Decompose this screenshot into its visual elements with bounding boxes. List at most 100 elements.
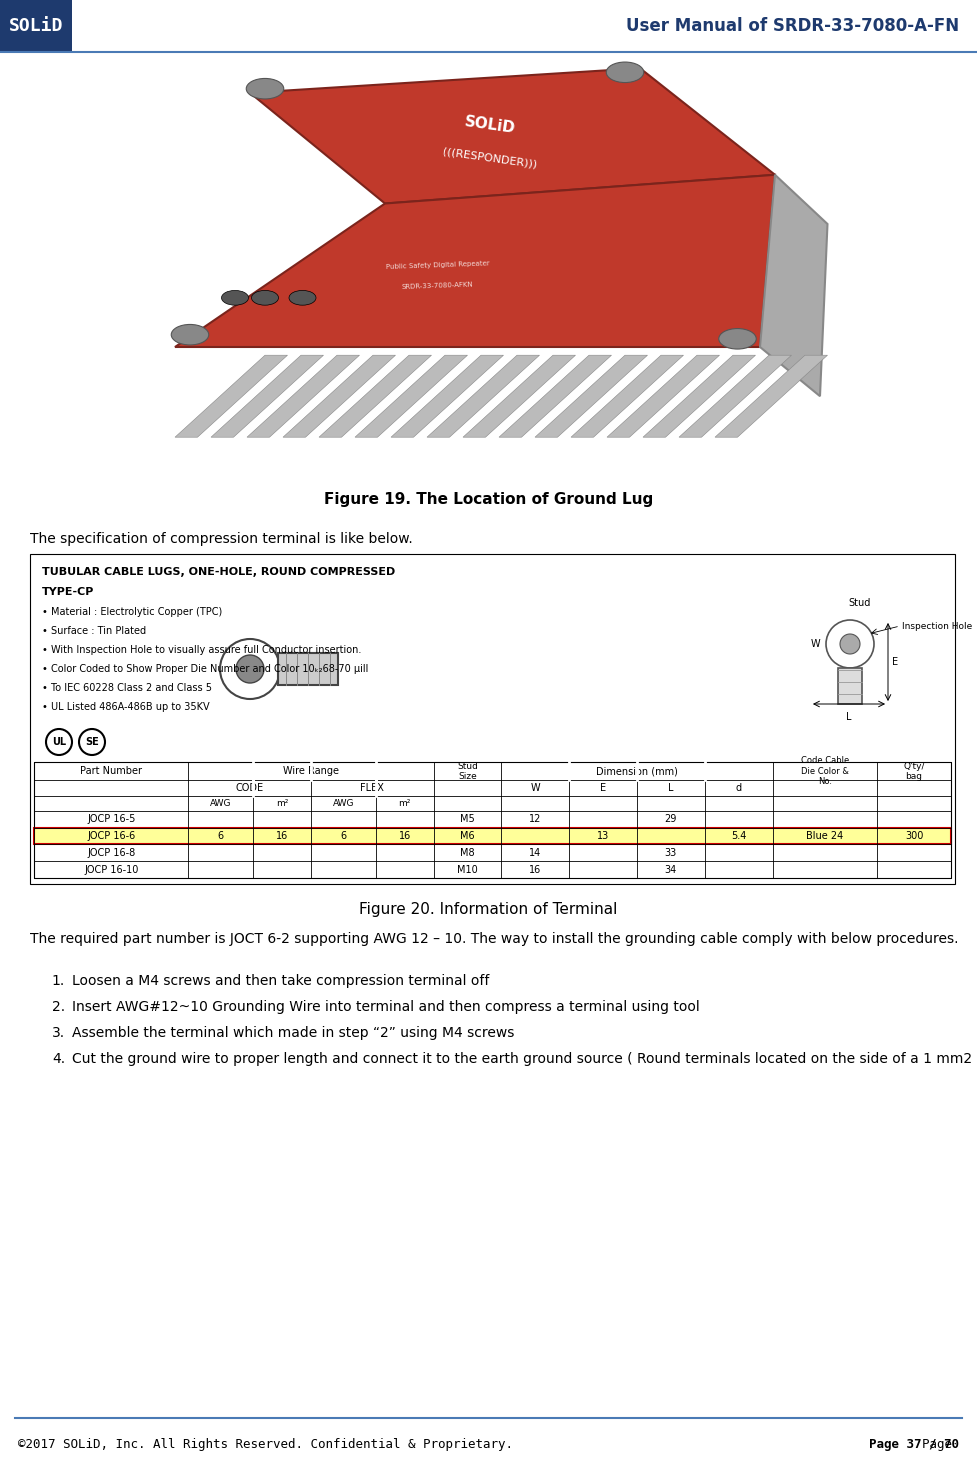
Polygon shape: [499, 356, 612, 437]
Polygon shape: [283, 356, 396, 437]
Text: TUBULAR CABLE LUGS, ONE-HOLE, ROUND COMPRESSED: TUBULAR CABLE LUGS, ONE-HOLE, ROUND COMP…: [42, 567, 396, 577]
Text: 6: 6: [218, 831, 224, 841]
Circle shape: [222, 290, 248, 305]
Polygon shape: [535, 356, 648, 437]
Text: 4.: 4.: [52, 1053, 65, 1066]
Polygon shape: [643, 356, 755, 437]
Text: L: L: [668, 783, 674, 793]
Text: Assemble the terminal which made in step “2” using M4 screws: Assemble the terminal which made in step…: [72, 1026, 514, 1040]
Circle shape: [171, 325, 209, 346]
Text: m²: m²: [399, 799, 411, 808]
Polygon shape: [250, 69, 775, 204]
Circle shape: [251, 290, 278, 305]
Polygon shape: [175, 175, 775, 347]
Text: 14: 14: [530, 847, 541, 857]
Text: 16: 16: [399, 831, 411, 841]
Text: AWG: AWG: [333, 799, 355, 808]
Polygon shape: [427, 356, 539, 437]
Text: FLEX: FLEX: [361, 783, 384, 793]
Text: CODE: CODE: [235, 783, 264, 793]
Text: 1.: 1.: [52, 974, 65, 989]
Text: The required part number is JOCT 6-2 supporting AWG 12 – 10. The way to install : The required part number is JOCT 6-2 sup…: [30, 932, 958, 946]
Text: • Material : Electrolytic Copper (TPC): • Material : Electrolytic Copper (TPC): [42, 607, 222, 617]
Circle shape: [246, 79, 283, 99]
Text: 300: 300: [905, 831, 923, 841]
Text: Part Number: Part Number: [80, 767, 143, 776]
Polygon shape: [679, 356, 791, 437]
Text: L: L: [846, 712, 852, 722]
Text: 13: 13: [597, 831, 610, 841]
Text: JOCP 16-5: JOCP 16-5: [87, 814, 136, 824]
Text: • UL Listed 486A-486B up to 35KV: • UL Listed 486A-486B up to 35KV: [42, 701, 210, 712]
Text: 2.: 2.: [52, 1000, 65, 1013]
Text: Loosen a M4 screws and then take compression terminal off: Loosen a M4 screws and then take compres…: [72, 974, 489, 989]
Circle shape: [236, 655, 264, 682]
Polygon shape: [607, 356, 719, 437]
Text: Dimension (mm): Dimension (mm): [596, 767, 678, 776]
Text: M6: M6: [460, 831, 475, 841]
Text: M8: M8: [460, 847, 475, 857]
Polygon shape: [391, 356, 503, 437]
FancyBboxPatch shape: [0, 0, 72, 52]
Text: ©2017 SOLiD, Inc. All Rights Reserved. Confidential & Proprietary.: ©2017 SOLiD, Inc. All Rights Reserved. C…: [18, 1438, 513, 1451]
Text: 3.: 3.: [52, 1026, 65, 1040]
Text: E: E: [892, 658, 898, 666]
Text: d: d: [736, 783, 742, 793]
Circle shape: [719, 328, 756, 348]
Text: TYPE-CP: TYPE-CP: [42, 588, 95, 596]
Text: W: W: [810, 639, 820, 649]
Polygon shape: [463, 356, 575, 437]
Text: 16: 16: [530, 865, 541, 875]
Text: 33: 33: [664, 847, 677, 857]
Circle shape: [840, 634, 860, 655]
Text: User Manual of SRDR-33-7080-A-FN: User Manual of SRDR-33-7080-A-FN: [626, 17, 959, 35]
Text: 16: 16: [276, 831, 288, 841]
Text: SOLiD: SOLiD: [9, 17, 64, 35]
Text: JOCP 16-6: JOCP 16-6: [87, 831, 136, 841]
Text: Wire Range: Wire Range: [283, 767, 339, 776]
Text: Code Cable
Die Color &
No.: Code Cable Die Color & No.: [801, 757, 849, 786]
Text: (((RESPONDER))): (((RESPONDER))): [443, 147, 538, 171]
Text: Q'ty/
bag: Q'ty/ bag: [904, 761, 925, 781]
Circle shape: [289, 290, 316, 305]
Text: E: E: [600, 783, 606, 793]
Text: 5.4: 5.4: [731, 831, 746, 841]
Text: • Surface : Tin Plated: • Surface : Tin Plated: [42, 625, 147, 636]
Bar: [30, 554, 955, 884]
Bar: [34, 763, 951, 878]
Text: AWG: AWG: [210, 799, 232, 808]
Text: • Color Coded to Show Proper Die Number and Color 10ₖ₂68-70 μill: • Color Coded to Show Proper Die Number …: [42, 663, 368, 674]
Text: JOCP 16-10: JOCP 16-10: [84, 865, 139, 875]
Text: SOLiD: SOLiD: [463, 115, 517, 137]
Text: 6: 6: [340, 831, 347, 841]
Bar: [278, 653, 338, 685]
Text: • To IEC 60228 Class 2 and Class 5: • To IEC 60228 Class 2 and Class 5: [42, 682, 212, 693]
Bar: [838, 668, 862, 704]
Text: Inspection Hole: Inspection Hole: [902, 621, 972, 630]
Text: Stud: Stud: [849, 598, 871, 608]
Polygon shape: [715, 356, 828, 437]
Text: M5: M5: [460, 814, 475, 824]
Polygon shape: [319, 356, 432, 437]
Polygon shape: [175, 356, 287, 437]
Polygon shape: [760, 175, 828, 397]
Text: The specification of compression terminal is like below.: The specification of compression termina…: [30, 532, 412, 545]
Text: 12: 12: [530, 814, 541, 824]
Text: Stud
Size: Stud Size: [457, 761, 478, 781]
Bar: [34, 828, 951, 844]
Text: Public Safety Digital Repeater: Public Safety Digital Repeater: [386, 260, 489, 270]
Text: Page 37 / 70: Page 37 / 70: [869, 1438, 959, 1451]
Text: M10: M10: [457, 865, 478, 875]
Text: Insert AWG#12~10 Grounding Wire into terminal and then compress a terminal using: Insert AWG#12~10 Grounding Wire into ter…: [72, 1000, 700, 1013]
Text: JOCP 16-8: JOCP 16-8: [87, 847, 136, 857]
Polygon shape: [247, 356, 360, 437]
Text: W: W: [531, 783, 540, 793]
Text: 34: 34: [664, 865, 677, 875]
Text: m²: m²: [276, 799, 288, 808]
Text: UL: UL: [52, 736, 66, 746]
Text: 29: 29: [664, 814, 677, 824]
Text: Figure 19. The Location of Ground Lug: Figure 19. The Location of Ground Lug: [323, 491, 654, 507]
Text: Figure 20. Information of Terminal: Figure 20. Information of Terminal: [360, 903, 617, 917]
Polygon shape: [211, 356, 323, 437]
Text: • With Inspection Hole to visually assure full Conductor insertion.: • With Inspection Hole to visually assur…: [42, 644, 361, 655]
